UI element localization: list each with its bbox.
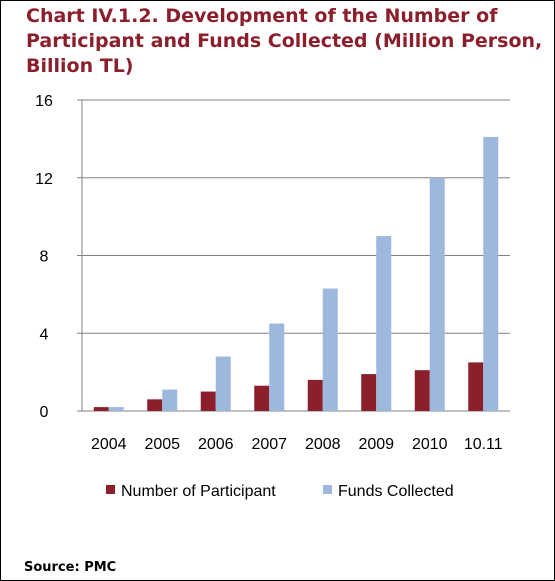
x-tick-label: 2004 [91, 436, 127, 453]
y-tick-label: 8 [40, 249, 49, 266]
y-tick-label: 16 [35, 93, 53, 110]
bar-participant [93, 407, 109, 411]
x-tick-label: 2009 [358, 436, 394, 453]
bar-funds [322, 288, 338, 411]
bar-participant [200, 391, 216, 411]
chart-title-line-2: Participant and Funds Collected (Million… [26, 30, 543, 52]
legend-funds-label: Funds Collected [338, 483, 454, 500]
bar-funds [215, 356, 231, 411]
chart-title: Chart IV.1.2. Development of the Number … [26, 4, 546, 79]
bar-participant [414, 370, 430, 411]
source-note: Source: PMC [24, 560, 117, 575]
bar-participant [307, 379, 323, 411]
bar-participant [254, 385, 270, 411]
bar-participant [147, 399, 163, 411]
legend-participant-swatch [106, 485, 115, 494]
chart-title-line-3: Billion TL) [26, 55, 134, 77]
bar-funds [162, 389, 178, 411]
bar-funds [429, 177, 445, 411]
bar-funds [483, 136, 499, 411]
x-tick-label: 2005 [144, 436, 180, 453]
x-tick-label: 10.11 [464, 436, 503, 453]
bar-funds [376, 236, 392, 411]
y-tick-label: 0 [40, 404, 49, 421]
bar-participant [468, 362, 484, 411]
y-tick-label: 12 [35, 171, 53, 188]
legend-participant-label: Number of Participant [121, 483, 276, 500]
chart-title-line-1: Chart IV.1.2. Development of the Number … [26, 5, 498, 27]
x-tick-label: 2007 [251, 436, 287, 453]
x-tick-label: 2006 [198, 436, 234, 453]
y-tick-label: 4 [40, 326, 49, 343]
x-tick-label: 2010 [412, 436, 448, 453]
x-tick-label: 2008 [305, 436, 341, 453]
bar-funds [108, 407, 124, 411]
bar-funds [269, 323, 285, 411]
legend-funds-swatch [323, 485, 332, 494]
bar-participant [361, 374, 377, 411]
